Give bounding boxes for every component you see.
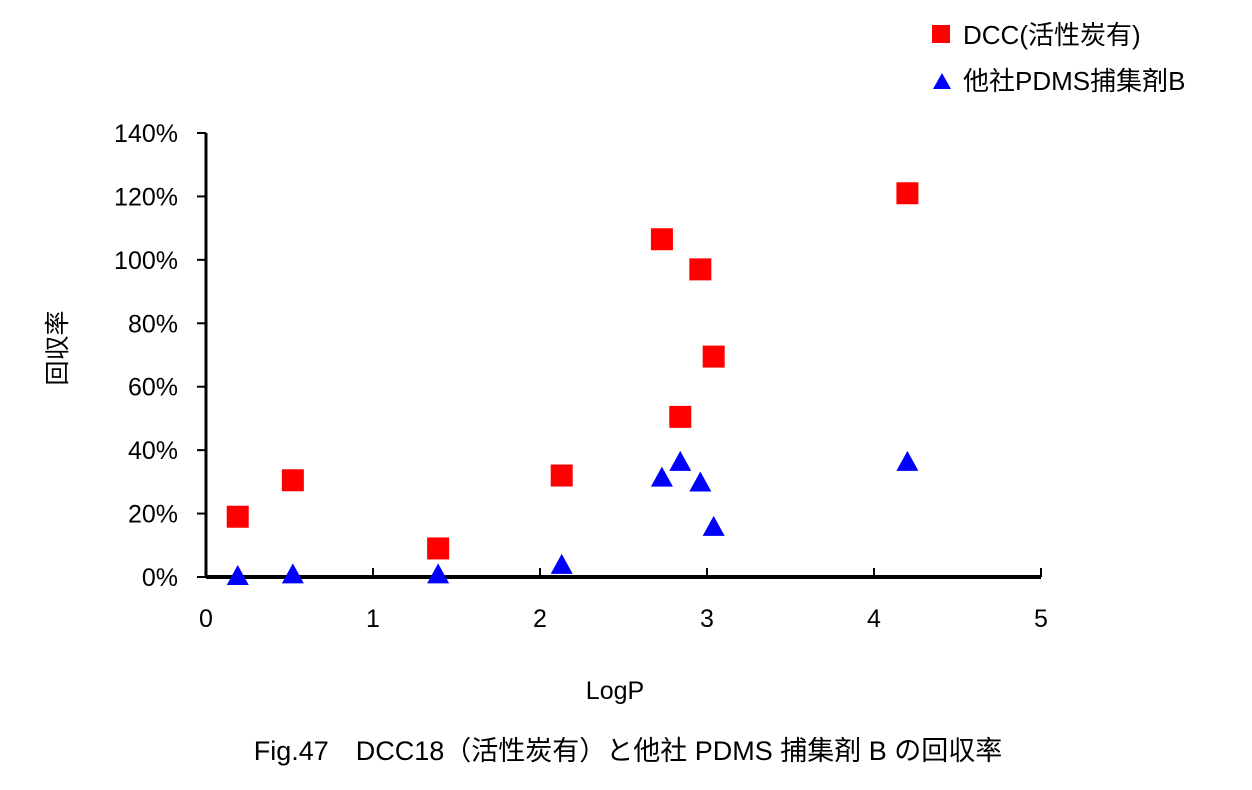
data-point-dcc bbox=[281, 469, 304, 492]
data-point-dcc bbox=[669, 405, 692, 428]
y-tick-label: 40% bbox=[128, 437, 178, 465]
tick-labels: 0% 20% 40% 60% 80% 100% 120% 140% 0 1 2 3 4 5 bbox=[114, 120, 1048, 633]
legend-marker-pdms bbox=[933, 73, 951, 89]
data-point-dcc bbox=[702, 345, 725, 368]
data-point-dcc bbox=[550, 464, 573, 487]
data-point-pdms bbox=[650, 466, 673, 487]
x-tick-label: 2 bbox=[533, 605, 547, 633]
x-tick-label: 3 bbox=[700, 605, 714, 633]
data-point-pdms bbox=[281, 563, 304, 584]
data-point-dcc bbox=[226, 505, 249, 528]
data-points bbox=[226, 182, 919, 585]
data-point-dcc bbox=[896, 182, 919, 205]
data-point-dcc bbox=[427, 537, 450, 560]
figure-caption: Fig.47 DCC18（活性炭有）と他社 PDMS 捕集剤 B の回収率 bbox=[254, 736, 1003, 766]
data-point-pdms bbox=[896, 450, 919, 471]
legend-label-pdms: 他社PDMS捕集剤B bbox=[963, 66, 1185, 96]
ticks bbox=[197, 132, 1042, 578]
data-point-dcc bbox=[689, 258, 712, 281]
y-tick-label: 120% bbox=[114, 183, 178, 211]
x-axis-title: LogP bbox=[586, 677, 644, 705]
data-point-pdms bbox=[689, 471, 712, 492]
data-point-pdms bbox=[702, 515, 725, 536]
y-tick-label: 100% bbox=[114, 247, 178, 275]
data-point-dcc bbox=[650, 228, 673, 251]
data-point-pdms bbox=[427, 563, 450, 584]
x-tick-label: 4 bbox=[867, 605, 881, 633]
y-axis-title: 回収率 bbox=[44, 310, 72, 385]
x-tick-label: 1 bbox=[366, 605, 380, 633]
data-point-pdms bbox=[226, 565, 249, 585]
legend: DCC(活性炭有) 他社PDMS捕集剤B bbox=[932, 20, 1185, 96]
x-tick-label: 0 bbox=[199, 605, 213, 633]
legend-label-dcc: DCC(活性炭有) bbox=[963, 20, 1141, 50]
y-tick-label: 80% bbox=[128, 310, 178, 338]
x-tick-label: 5 bbox=[1034, 605, 1048, 633]
data-point-pdms bbox=[550, 553, 573, 574]
axes bbox=[204, 133, 1041, 579]
y-tick-label: 60% bbox=[128, 374, 178, 402]
y-tick-label: 20% bbox=[128, 501, 178, 529]
legend-marker-dcc bbox=[932, 25, 950, 43]
y-tick-label: 0% bbox=[142, 564, 178, 592]
y-tick-label: 140% bbox=[114, 120, 178, 148]
data-point-pdms bbox=[669, 450, 692, 471]
